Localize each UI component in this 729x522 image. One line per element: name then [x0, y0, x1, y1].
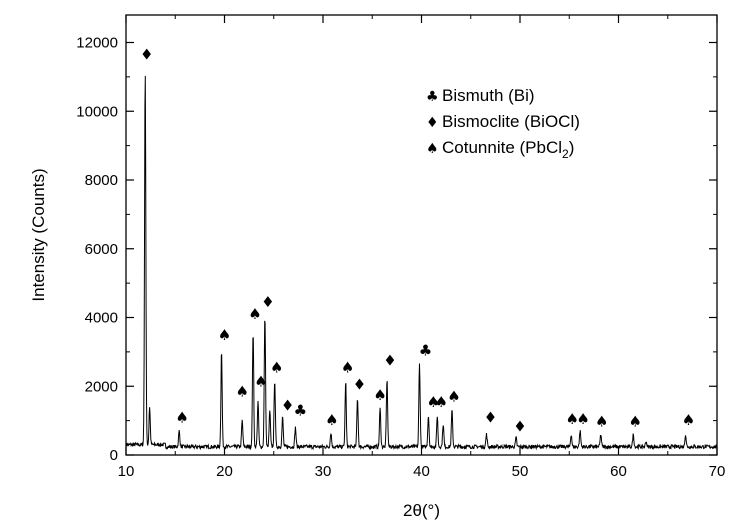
- x-tick-label: 30: [315, 463, 332, 480]
- cotunnite-marker: ♠: [565, 410, 578, 428]
- cotunnite-marker: ♠: [248, 305, 261, 323]
- x-tick-label: 10: [118, 463, 135, 480]
- legend-label: Bismoclite (BiOCl): [442, 112, 580, 131]
- bismoclite-marker: ♦: [140, 46, 153, 64]
- bismoclite-marker: ♦: [261, 293, 274, 311]
- cotunnite-marker: ♠: [447, 388, 460, 406]
- cotunnite-marker: ♠: [236, 383, 249, 401]
- cotunnite-marker: ♠: [175, 408, 188, 426]
- cotunnite-marker: ♠: [595, 412, 608, 430]
- y-tick-label: 12000: [76, 35, 118, 52]
- legend-label: Bismuth (Bi): [442, 86, 535, 105]
- bismoclite-marker: ♦: [513, 418, 526, 436]
- legend-label-suffix: ): [569, 138, 575, 157]
- x-tick-label: 60: [610, 463, 627, 480]
- legend-subscript: 2: [562, 147, 569, 161]
- cotunnite-marker: ♠: [218, 326, 231, 344]
- y-tick-label: 10000: [76, 103, 118, 120]
- axes: 10 20 30 40 50 60 70 0 2000 4000 6000 8000 10000 1200…: [29, 14, 726, 520]
- bismoclite-marker: ♦: [383, 352, 396, 370]
- legend: ♣ Bismuth (Bi)♦ Bismoclite (BiOCl)♠ Cotunni…: [426, 86, 580, 161]
- bismuth-marker: ♣: [294, 401, 307, 419]
- cotunnite-marker: ♠: [629, 412, 642, 430]
- y-tick-label: 4000: [85, 310, 118, 327]
- y-tick-label: 0: [110, 447, 118, 464]
- phase-markers: ♦♠♠♠♠♠♦♠♦ ♣♠♠♦♠♦♣♠♠ ♠♦♦ ♠♠ ♠ ♠ ♠: [140, 46, 695, 436]
- legend-symbol: ♦: [426, 115, 439, 131]
- y-tick-label: 6000: [85, 241, 118, 258]
- x-tick-label: 50: [512, 463, 529, 480]
- legend-label-text: Bismoclite (BiOCl): [442, 112, 580, 131]
- y-tick-label: 8000: [85, 172, 118, 189]
- x-axis-title: 2θ(°): [403, 501, 440, 520]
- bismoclite-marker: ♦: [353, 376, 366, 394]
- cotunnite-marker: ♠: [373, 386, 386, 404]
- cotunnite-marker: ♠: [427, 393, 440, 411]
- legend-label-text: Cotunnite (PbCl: [442, 138, 562, 157]
- x-tick-label: 40: [413, 463, 430, 480]
- bismuth-marker: ♣: [419, 341, 432, 359]
- bismoclite-marker: ♦: [281, 396, 294, 414]
- bismoclite-marker: ♦: [484, 408, 497, 426]
- legend-symbol: ♣: [426, 89, 439, 105]
- cotunnite-marker: ♠: [325, 411, 338, 429]
- cotunnite-marker: ♠: [434, 393, 447, 411]
- cotunnite-marker: ♠: [682, 411, 695, 429]
- legend-label: Cotunnite (PbCl2): [442, 138, 574, 161]
- cotunnite-marker: ♠: [341, 359, 354, 377]
- x-tick-label: 20: [216, 463, 233, 480]
- cotunnite-marker: ♠: [254, 372, 267, 390]
- cotunnite-marker: ♠: [576, 410, 589, 428]
- y-tick-label: 2000: [85, 378, 118, 395]
- legend-label-text: Bismuth (Bi): [442, 86, 535, 105]
- legend-symbol: ♠: [426, 141, 439, 157]
- cotunnite-marker: ♠: [270, 359, 283, 377]
- x-tick-label: 70: [709, 463, 726, 480]
- y-axis-title: Intensity (Counts): [29, 168, 48, 301]
